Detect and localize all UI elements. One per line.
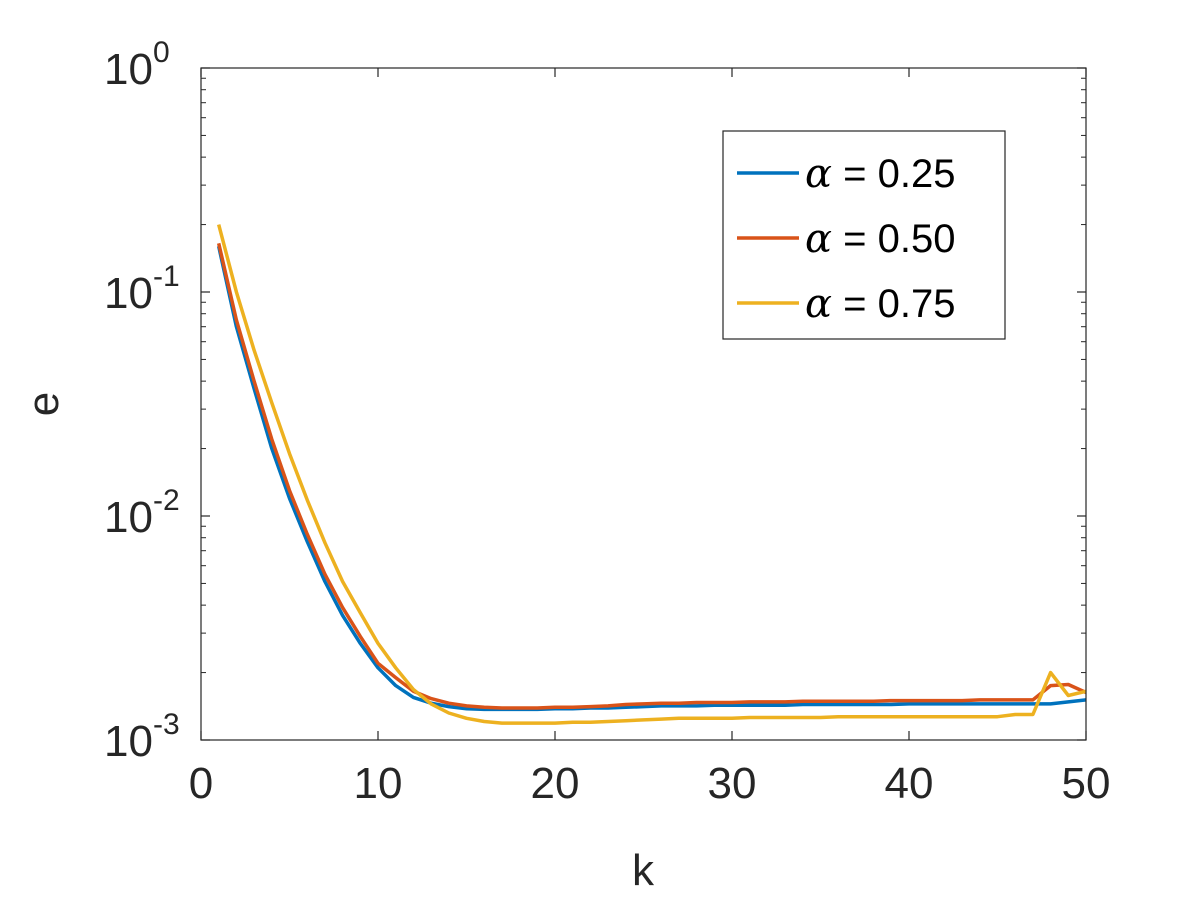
x-axis-label: k xyxy=(632,846,655,895)
x-tick-label: 40 xyxy=(885,759,934,808)
series-line-1 xyxy=(216,245,1087,712)
tick-labels: 0 10 20 30 40 50 100 10-1 10-2 10-3 xyxy=(104,36,1110,808)
y-tick-label: 10-3 xyxy=(104,708,180,766)
y-axis-label: e xyxy=(19,392,68,416)
ticks xyxy=(200,67,1087,741)
axes xyxy=(200,67,1087,741)
y-tick-label: 10-2 xyxy=(104,484,180,542)
legend-label-1: α = 0.25 xyxy=(805,151,955,197)
alpha-symbol: α xyxy=(805,281,832,327)
legend: α = 0.25α = 0.50α = 0.75 xyxy=(722,130,1006,340)
series-line-3 xyxy=(217,224,1087,725)
x-tick-label: 0 xyxy=(189,759,213,808)
legend-label-2: α = 0.50 xyxy=(805,216,955,262)
y-tick-exponent: -3 xyxy=(153,708,180,741)
x-tick-label: 20 xyxy=(531,759,580,808)
x-tick-label: 30 xyxy=(708,759,757,808)
x-tick-label: 10 xyxy=(354,759,403,808)
y-tick-label: 100 xyxy=(104,36,170,94)
alpha-symbol: α xyxy=(805,216,832,262)
alpha-symbol: α xyxy=(805,151,832,197)
y-tick-label: 10-1 xyxy=(104,260,180,318)
legend-value: = 0.50 xyxy=(832,217,955,261)
legend-value: = 0.75 xyxy=(832,282,955,326)
y-tick-exponent: 0 xyxy=(153,36,170,69)
y-tick-exponent: -1 xyxy=(153,260,180,293)
y-tick-exponent: -2 xyxy=(153,484,180,517)
legend-label-3: α = 0.75 xyxy=(805,281,955,327)
series-lines xyxy=(216,224,1087,725)
x-tick-label: 50 xyxy=(1062,759,1111,808)
axes-box xyxy=(200,67,1087,741)
legend-value: = 0.25 xyxy=(832,152,955,196)
series-line-2 xyxy=(216,242,1087,710)
